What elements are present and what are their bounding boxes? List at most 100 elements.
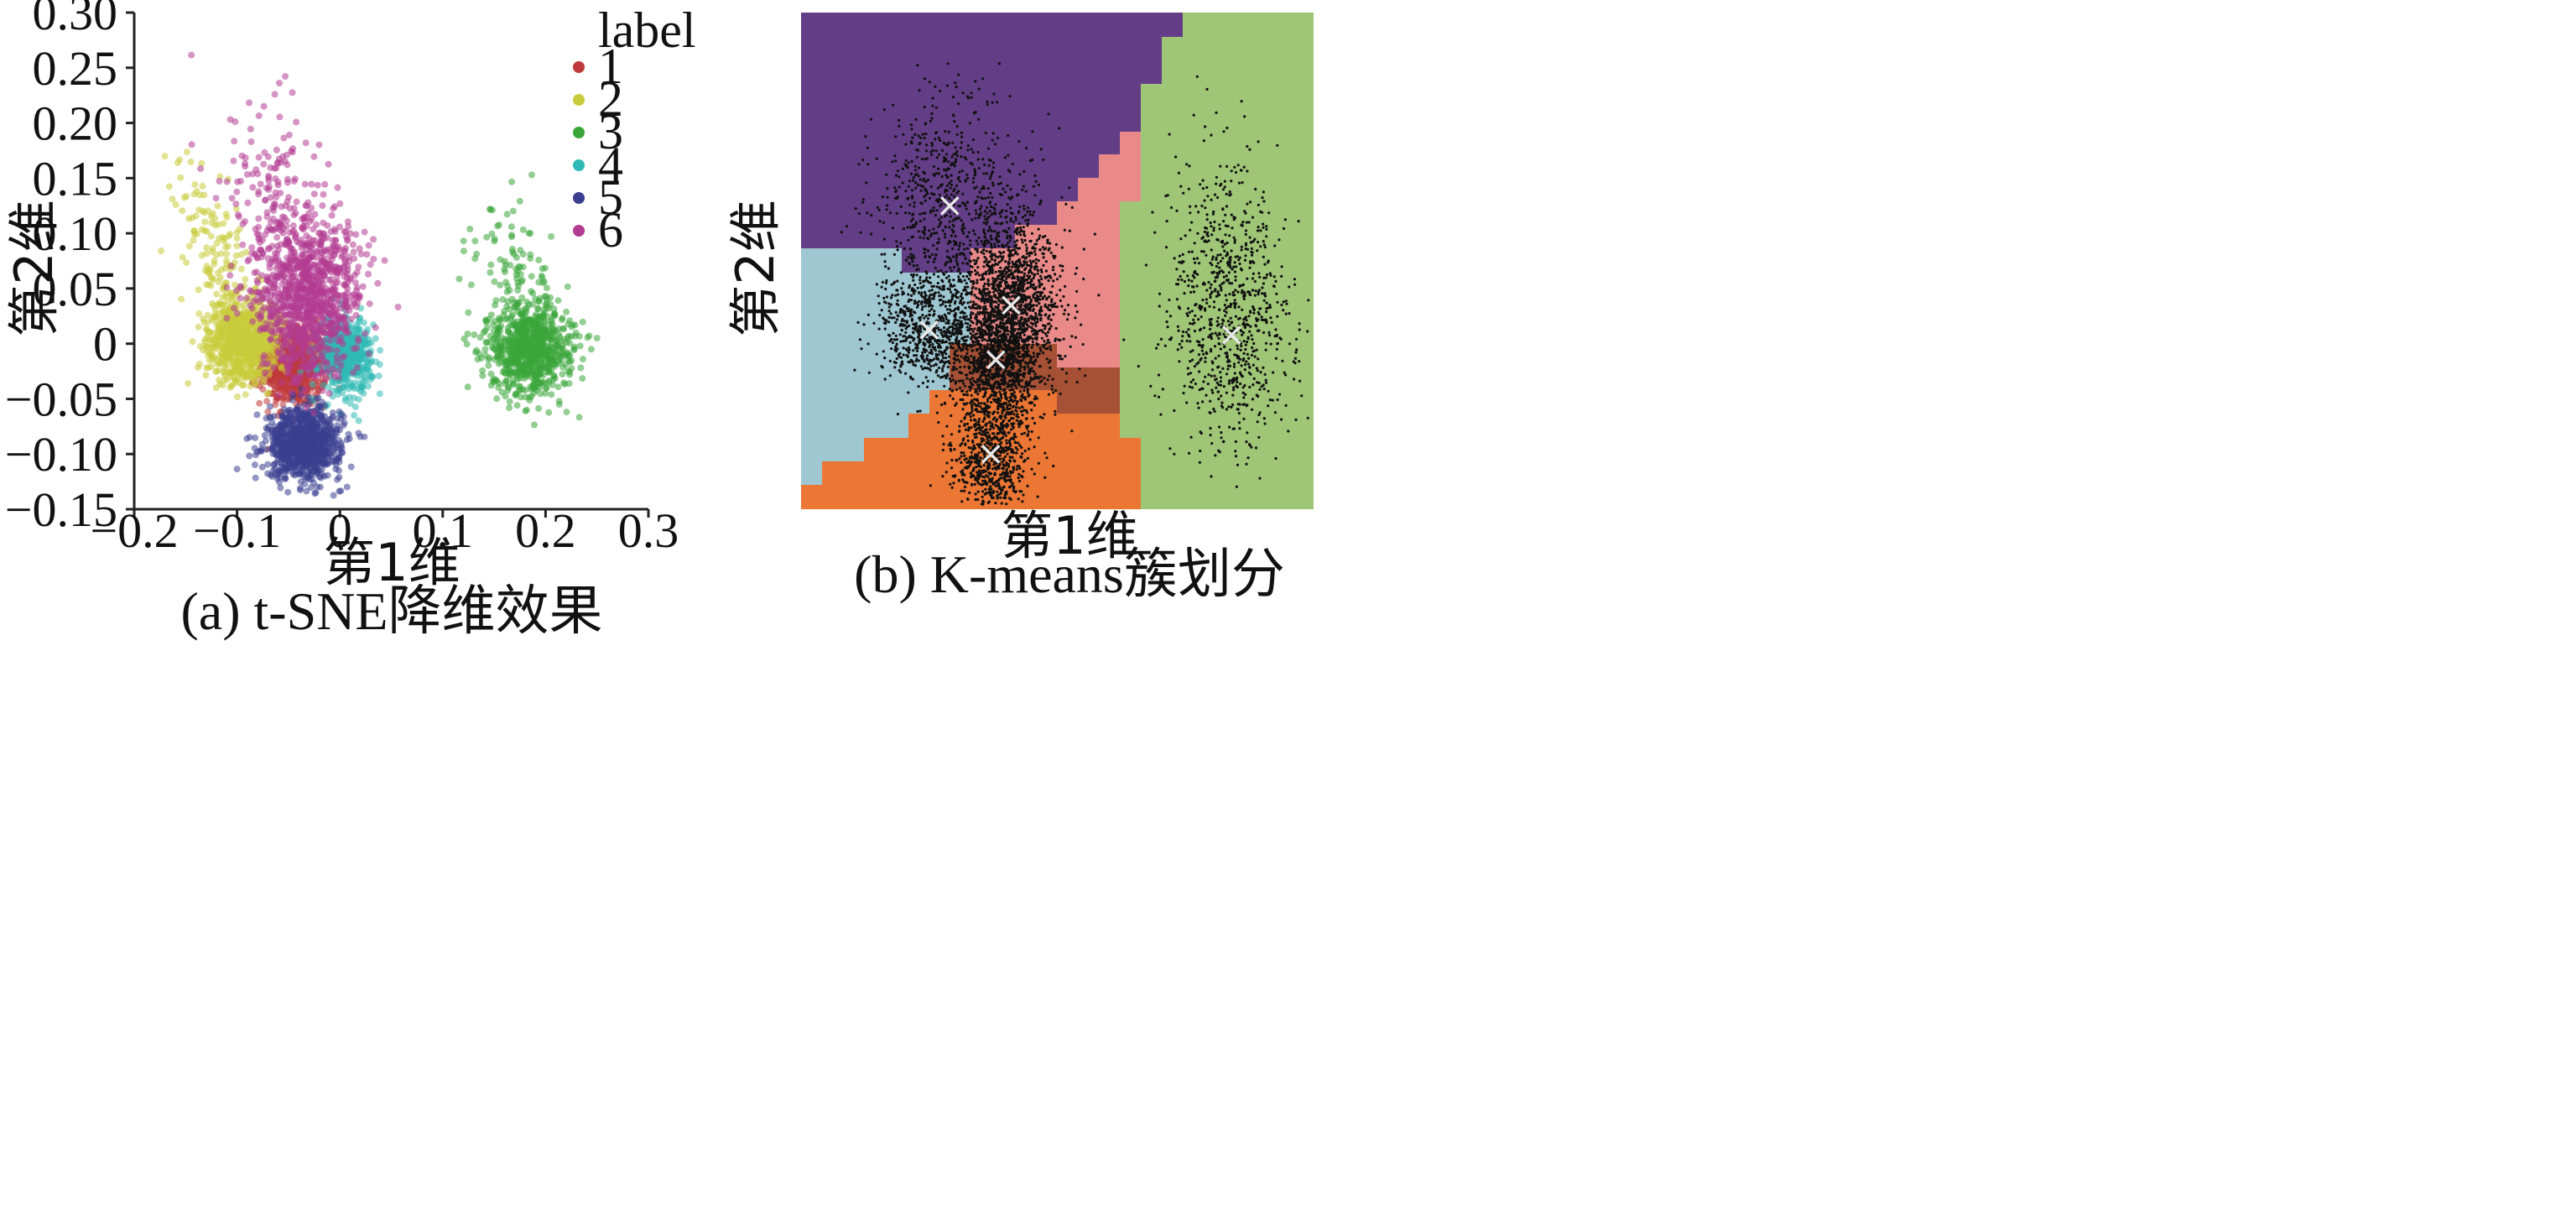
- data-point: [551, 361, 559, 367]
- data-point: [282, 73, 289, 81]
- data-point: [278, 379, 286, 387]
- data-point: [281, 389, 289, 397]
- data-point: [227, 263, 235, 269]
- data-point: [237, 294, 244, 302]
- data-point: [296, 412, 304, 419]
- data-point: [278, 319, 286, 325]
- data-point: [537, 390, 544, 398]
- data-point: [320, 445, 327, 453]
- data-point: [523, 298, 530, 305]
- data-point: [282, 475, 289, 482]
- data-point: [195, 286, 202, 294]
- data-point: [304, 393, 312, 401]
- data-point: [216, 178, 223, 185]
- data-point: [530, 382, 538, 389]
- data-point: [247, 138, 255, 145]
- data-point: [539, 379, 546, 387]
- data-point: [273, 337, 281, 345]
- data-point: [303, 460, 310, 467]
- data-point: [277, 447, 284, 454]
- data-point: [232, 281, 238, 289]
- data-point: [209, 245, 216, 253]
- data-point: [361, 433, 368, 440]
- data-point: [187, 159, 195, 165]
- data-point: [460, 237, 467, 245]
- data-point: [185, 242, 193, 250]
- data-point: [270, 363, 278, 371]
- data-point: [375, 372, 382, 380]
- data-point: [537, 313, 544, 320]
- data-point: [560, 325, 568, 333]
- data-point: [353, 303, 360, 310]
- data-point: [512, 358, 519, 366]
- data-point: [302, 139, 310, 147]
- data-point: [356, 356, 364, 363]
- data-point: [177, 174, 185, 181]
- data-point: [303, 487, 310, 495]
- data-point: [502, 261, 509, 268]
- data-point: [568, 333, 575, 340]
- data-point: [301, 180, 309, 188]
- data-point: [327, 301, 334, 309]
- data-point: [558, 345, 565, 352]
- data-point: [506, 305, 513, 313]
- data-point: [158, 247, 164, 254]
- data-point: [471, 255, 479, 263]
- data-point: [355, 417, 362, 424]
- data-point: [497, 339, 504, 346]
- data-point: [334, 425, 341, 433]
- data-point: [372, 335, 379, 342]
- data-point: [284, 179, 291, 186]
- data-point: [559, 371, 566, 378]
- data-point: [551, 374, 559, 382]
- data-point: [254, 279, 262, 287]
- data-point: [524, 346, 532, 354]
- data-point: [179, 253, 186, 261]
- data-point: [350, 368, 357, 376]
- data-point: [376, 390, 383, 398]
- data-point: [314, 181, 321, 189]
- data-point: [319, 202, 326, 210]
- data-point: [346, 393, 353, 401]
- data-point: [209, 299, 216, 307]
- data-point: [548, 232, 554, 240]
- data-point: [528, 171, 535, 179]
- data-point: [563, 308, 570, 315]
- data-point: [240, 381, 247, 388]
- data-point: [325, 160, 332, 168]
- data-point: [326, 336, 334, 344]
- data-point: [249, 318, 257, 325]
- data-point: [230, 157, 237, 164]
- data-point: [216, 334, 223, 341]
- data-point: [238, 319, 246, 326]
- data-point: [350, 241, 356, 248]
- data-point: [267, 164, 274, 171]
- data-point: [251, 269, 258, 277]
- data-point: [198, 226, 206, 233]
- data-point: [479, 372, 487, 379]
- data-point: [554, 383, 562, 391]
- data-point: [316, 483, 324, 491]
- data-point: [311, 211, 319, 218]
- data-point: [237, 344, 245, 352]
- series-2-points: [158, 148, 315, 400]
- data-point: [275, 349, 283, 357]
- data-point: [527, 316, 534, 324]
- data-point: [485, 356, 492, 363]
- data-point: [242, 333, 250, 341]
- data-point: [319, 387, 326, 394]
- data-point: [262, 231, 269, 238]
- data-point: [536, 384, 544, 392]
- data-point: [232, 205, 240, 212]
- data-point: [246, 99, 253, 107]
- data-point: [579, 318, 586, 325]
- data-point: [191, 180, 199, 188]
- data-point: [304, 438, 311, 445]
- data-point: [544, 354, 551, 362]
- data-point: [525, 230, 533, 237]
- data-point: [262, 196, 269, 204]
- data-point: [228, 195, 236, 202]
- data-point: [328, 211, 336, 219]
- data-point: [221, 376, 228, 383]
- data-point: [234, 393, 242, 400]
